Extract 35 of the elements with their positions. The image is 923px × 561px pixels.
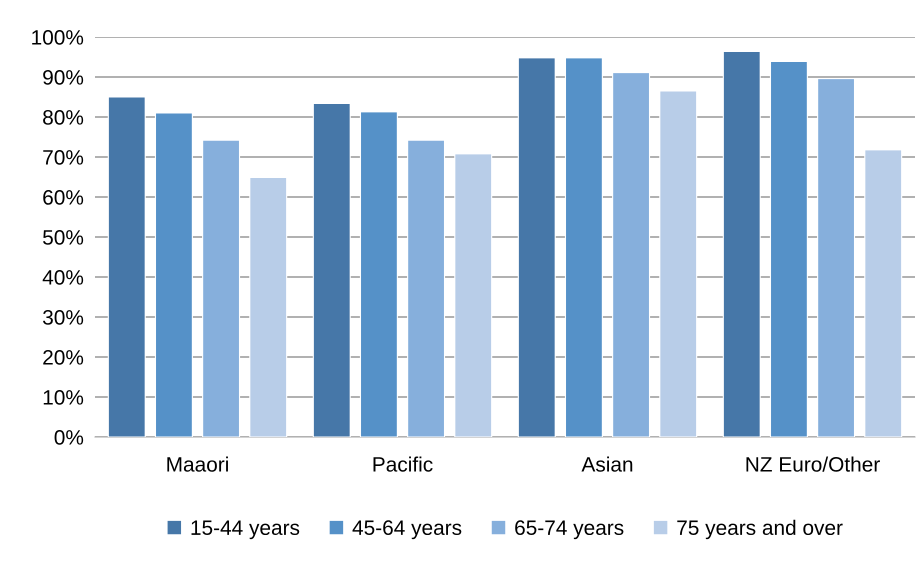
y-tick-label: 90% <box>43 70 84 85</box>
bar <box>407 140 446 437</box>
y-tick-label: 20% <box>43 350 84 365</box>
y-tick-label: 30% <box>42 310 84 325</box>
y-tick-label: 40% <box>42 270 84 285</box>
bar <box>202 140 240 437</box>
legend-label: 65-74 years <box>515 520 624 540</box>
bar <box>770 60 808 437</box>
bar <box>722 50 761 437</box>
bar <box>249 176 288 437</box>
bar <box>659 90 698 437</box>
bar <box>454 153 492 437</box>
bar <box>564 57 603 437</box>
legend-label: 45-64 years <box>352 520 462 540</box>
x-tick-label: Pacific <box>374 456 433 472</box>
bar <box>154 112 193 437</box>
bar <box>518 57 556 437</box>
y-tick-label: 10% <box>44 390 84 405</box>
bar <box>864 149 902 437</box>
legend-label: 75 years and over <box>677 520 843 540</box>
bar <box>817 78 856 437</box>
y-tick-label: 60% <box>43 190 84 205</box>
y-tick-label: 50% <box>43 230 84 245</box>
bar <box>360 111 398 437</box>
bar <box>312 102 351 437</box>
x-tick-label: Asian <box>581 456 632 472</box>
y-tick-label: 70% <box>43 150 84 165</box>
x-tick-label: NZ Euro/Other <box>746 456 880 472</box>
x-tick-label: Maaori <box>167 456 228 472</box>
y-tick-label: 0% <box>54 430 84 445</box>
bar <box>612 72 650 437</box>
y-tick-label: 100% <box>32 30 84 45</box>
legend-label: 15-44 years <box>192 520 300 540</box>
y-tick-label: 80% <box>43 110 84 125</box>
bar <box>108 96 146 437</box>
